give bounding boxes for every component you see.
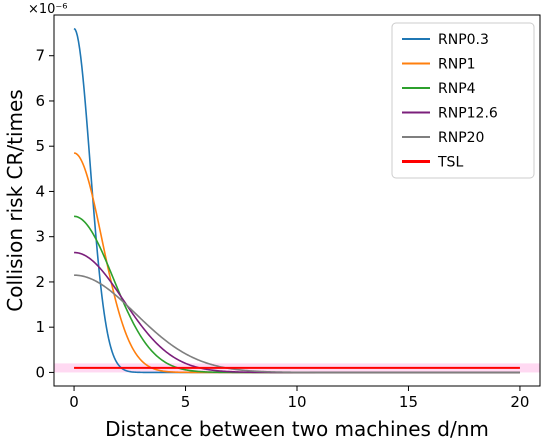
y-exponent-label: ×10⁻⁶ xyxy=(28,2,68,17)
series-line-rnp12-6 xyxy=(74,251,520,374)
y-tick-label: 1 xyxy=(35,318,45,336)
x-ticks: 0 5 10 15 20 xyxy=(69,386,529,411)
x-tick-label: 0 xyxy=(69,393,79,411)
y-tick-label: 4 xyxy=(35,182,45,200)
y-tick-label: 5 xyxy=(35,137,45,155)
x-tick-label: 5 xyxy=(181,393,191,411)
series-line-rnp1 xyxy=(73,152,520,374)
x-tick-label: 20 xyxy=(510,393,529,411)
legend: RNP0.3 RNP1 RNP4 RNP12.6 RNP20 TSL xyxy=(391,22,535,179)
y-tick-label: 3 xyxy=(35,228,45,246)
y-tick-label: 6 xyxy=(35,92,45,110)
legend-label: TSL xyxy=(437,155,463,171)
x-axis-label: Distance between two machines d/nm xyxy=(105,417,489,441)
y-tick-label: 2 xyxy=(35,273,45,291)
x-tick-label: 10 xyxy=(287,393,306,411)
x-tick-label: 15 xyxy=(399,393,418,411)
series-line-rnp4 xyxy=(74,215,520,374)
y-tick-label: 0 xyxy=(35,363,45,381)
y-tick-label: 7 xyxy=(35,47,45,65)
y-axis-label: Collision risk CR/times xyxy=(3,89,27,311)
legend-label: RNP12.6 xyxy=(438,106,498,122)
legend-label: RNP0.3 xyxy=(438,32,489,48)
series-layer xyxy=(73,27,520,374)
legend-label: RNP1 xyxy=(438,57,476,73)
legend-frame xyxy=(391,22,535,179)
legend-label: RNP20 xyxy=(438,130,484,146)
legend-label: RNP4 xyxy=(438,81,476,97)
series-line-rnp20 xyxy=(74,274,520,374)
y-ticks: 0 1 2 3 4 5 6 7 xyxy=(35,47,54,381)
